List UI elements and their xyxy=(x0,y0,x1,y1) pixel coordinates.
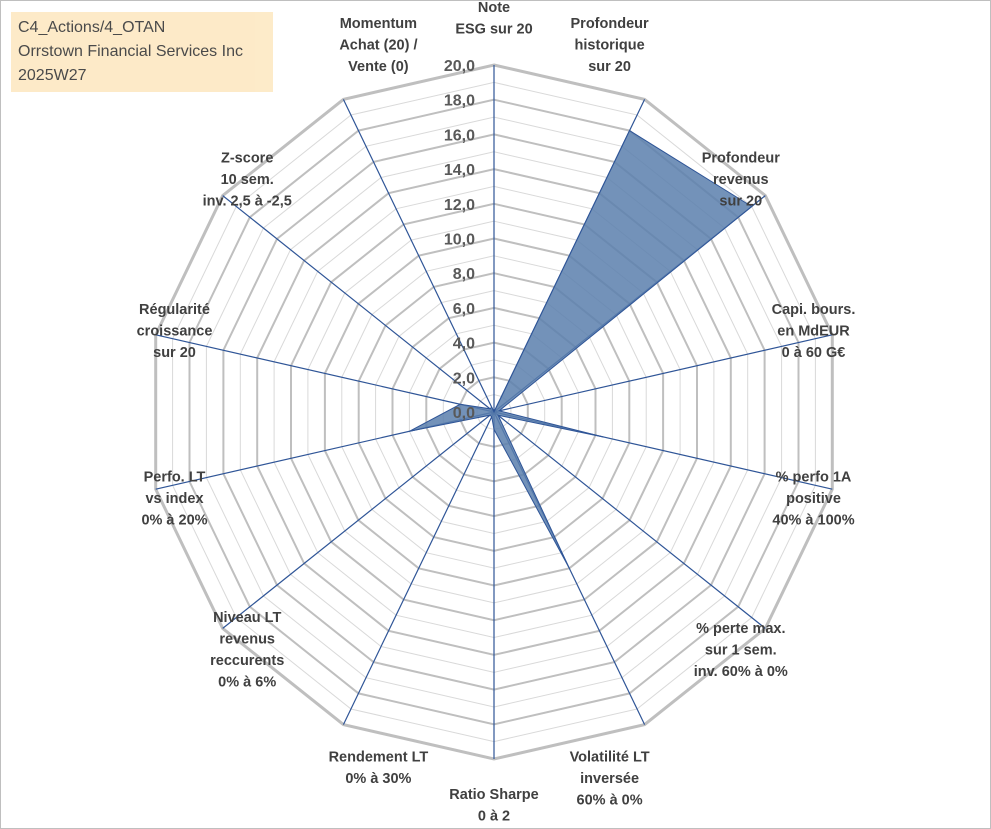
axis-label-line: historique xyxy=(575,37,645,53)
tick-label: 8,0 xyxy=(453,266,475,283)
axis-label-line: reccurents xyxy=(210,653,284,669)
axis-label-line: sur 20 xyxy=(153,345,196,361)
axis-label-line: sur 1 sem. xyxy=(705,642,777,658)
spoke-line xyxy=(493,411,766,629)
series-area xyxy=(409,129,753,569)
axis-label-line: sur 20 xyxy=(719,194,762,210)
axis-label: Profondeur revenus sur 20 xyxy=(702,151,780,210)
tick-label: 16,0 xyxy=(444,127,475,144)
axis-labels: Note ESG sur 20 Profondeur historique sur 20… xyxy=(137,0,856,825)
axis-label-line: 10 sem. xyxy=(221,172,274,188)
axis-label-line: 0% à 6% xyxy=(218,675,276,691)
axis-label: Z-score 10 sem. inv. 2,5 à -2,5 xyxy=(203,151,292,210)
axis-label: Ratio Sharpe 0 à 2 xyxy=(449,787,538,825)
axis-label: Volatilité LT inversée 60% à 0% xyxy=(570,750,650,809)
tick-label: 6,0 xyxy=(453,301,475,318)
axis-label-line: Rendement LT xyxy=(329,750,429,766)
axis-label-line: % perfo 1A xyxy=(776,470,852,486)
axis-label-line: revenus xyxy=(219,632,275,648)
chart-header: C4_Actions/4_OTAN Orrstown Financial Ser… xyxy=(11,12,273,92)
axis-label-line: Note xyxy=(478,0,510,16)
axis-label-line: Régularité xyxy=(139,302,210,318)
spoke-line xyxy=(155,334,495,413)
axis-label-line: vs index xyxy=(145,491,203,507)
axis-label-line: Niveau LT xyxy=(213,610,281,626)
axis-label: Capi. bours. en MdEUR 0 à 60 G€ xyxy=(772,302,856,361)
axis-label-line: Volatilité LT xyxy=(570,750,650,766)
axis-label-line: Vente (0) xyxy=(348,59,409,75)
spoke-line xyxy=(493,334,833,413)
spoke-line xyxy=(222,411,495,629)
axis-label-line: % perte max. xyxy=(696,621,785,637)
axis-label-line: en MdEUR xyxy=(777,323,850,339)
header-path: C4_Actions/4_OTAN xyxy=(18,19,166,36)
axis-label-line: Momentum xyxy=(340,16,417,32)
axis-label: Momentum Achat (20) / Vente (0) xyxy=(339,16,417,75)
tick-label: 4,0 xyxy=(453,336,475,353)
spoke-line xyxy=(342,99,495,413)
axis-label-line: Profondeur xyxy=(702,151,780,167)
axis-label-line: sur 20 xyxy=(588,59,631,75)
axis-label-line: inv. 60% à 0% xyxy=(694,664,788,680)
axis-label-line: ESG sur 20 xyxy=(455,22,532,38)
axis-label-line: Z-score xyxy=(221,151,273,167)
axis-label-line: Achat (20) / xyxy=(339,37,417,53)
tick-label: 20,0 xyxy=(444,58,475,75)
axis-label-line: 0 à 2 xyxy=(478,809,510,825)
axis-label-line: croissance xyxy=(137,323,213,339)
spoke-line xyxy=(222,195,495,413)
axis-label-line: positive xyxy=(786,491,841,507)
axis-label-line: Ratio Sharpe xyxy=(449,787,538,803)
header-company: Orrstown Financial Services Inc xyxy=(18,43,243,60)
axis-label: % perfo 1A positive 40% à 100% xyxy=(772,470,854,529)
axis-label: Niveau LT revenus reccurents 0% à 6% xyxy=(210,610,284,691)
axis-label-line: 0% à 30% xyxy=(345,771,411,787)
axis-label-line: 60% à 0% xyxy=(577,793,643,809)
axis-label-line: inversée xyxy=(580,771,639,787)
radial-tick-labels: 0,0 2,0 4,0 6,0 8,0 10,0 12,0 14,0 16,0 18,0 20,0 xyxy=(444,58,475,422)
tick-label: 14,0 xyxy=(444,162,475,179)
spoke-line xyxy=(342,411,495,725)
axis-label: Perfo. LT vs index 0% à 20% xyxy=(141,470,207,529)
axis-label: Note ESG sur 20 xyxy=(455,0,532,38)
axis-label-line: revenus xyxy=(713,172,769,188)
tick-label: 10,0 xyxy=(444,232,475,249)
tick-label: 12,0 xyxy=(444,197,475,214)
axis-label: Rendement LT 0% à 30% xyxy=(329,750,429,788)
axis-label-line: 0% à 20% xyxy=(141,513,207,529)
axis-label-line: inv. 2,5 à -2,5 xyxy=(203,194,292,210)
axis-label: % perte max. sur 1 sem. inv. 60% à 0% xyxy=(694,621,788,680)
axis-label-line: 40% à 100% xyxy=(772,513,854,529)
tick-label: 0,0 xyxy=(453,405,475,422)
axis-label: Régularité croissance sur 20 xyxy=(137,302,213,361)
header-week: 2025W27 xyxy=(18,67,87,84)
axis-label-line: 0 à 60 G€ xyxy=(782,345,846,361)
axis-label-line: Capi. bours. xyxy=(772,302,856,318)
axis-label: Profondeur historique sur 20 xyxy=(571,16,649,75)
radar-series xyxy=(409,129,753,569)
axis-label-line: Perfo. LT xyxy=(144,470,206,486)
tick-label: 2,0 xyxy=(453,370,475,387)
axis-label-line: Profondeur xyxy=(571,16,649,32)
tick-label: 18,0 xyxy=(444,93,475,110)
